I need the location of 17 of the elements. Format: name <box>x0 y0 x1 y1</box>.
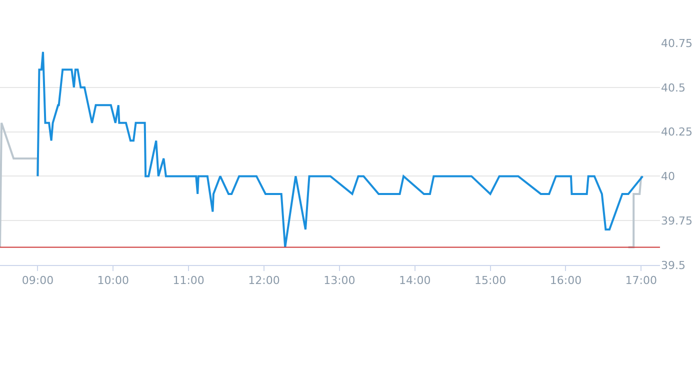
y-tick-label: 40.25 <box>661 126 692 139</box>
line-series <box>36 50 644 248</box>
x-tick-label: 10:00 <box>97 274 129 288</box>
x-tick-label: 14:00 <box>399 274 431 288</box>
line-series <box>0 122 39 248</box>
y-tick-label: 39.75 <box>661 214 692 228</box>
x-tick-label: 17:00 <box>625 274 657 288</box>
x-tick-label: 11:00 <box>172 274 204 288</box>
y-tick-label: 39.5 <box>661 258 686 272</box>
x-tick-label: 13:00 <box>324 274 356 288</box>
y-tick-label: 40.5 <box>661 81 686 94</box>
y-tick-label: 40.75 <box>661 36 692 50</box>
x-tick-label: 09:00 <box>22 274 54 288</box>
x-tick-label: 12:00 <box>248 274 280 288</box>
x-tick-label: 16:00 <box>550 274 582 288</box>
y-tick-label: 40 <box>661 170 675 184</box>
x-tick-label: 15:00 <box>474 274 506 288</box>
